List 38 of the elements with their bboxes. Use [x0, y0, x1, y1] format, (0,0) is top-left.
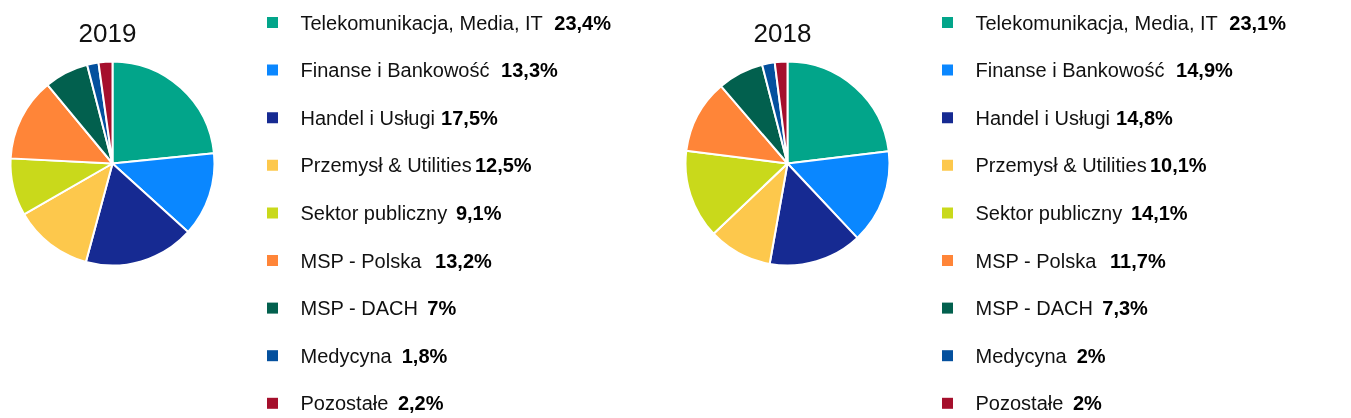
- data-label: 9,1%: [455, 201, 502, 224]
- legend-label: Sektor publiczny: [975, 201, 1123, 224]
- legend-label: Medycyna: [975, 344, 1068, 367]
- data-label: 14,1%: [1130, 201, 1188, 224]
- legend-label: MSP - DACH: [975, 297, 1093, 320]
- legend-label: Telekomunikacja, Media, IT: [975, 11, 1218, 34]
- data-label: 2%: [1076, 344, 1106, 367]
- data-label: 14,8%: [1116, 106, 1174, 129]
- legend-label: Przemysł & Utilities: [975, 154, 1147, 177]
- legend-label: MSP - Polska: [975, 249, 1098, 272]
- chart-title: 2019: [78, 17, 137, 48]
- data-label: 13,2%: [435, 249, 493, 272]
- data-label: 12,5%: [474, 154, 532, 177]
- data-label: 7%: [427, 297, 457, 320]
- legend-label: Handel i Usługi: [300, 106, 436, 129]
- legend-label: Medycyna: [300, 344, 393, 367]
- legend-label: Sektor publiczny: [300, 201, 448, 224]
- legend-label: MSP - DACH: [300, 297, 418, 320]
- data-label: 23,1%: [1229, 11, 1287, 34]
- data-label: 10,1%: [1149, 154, 1207, 177]
- data-label: 2%: [1072, 392, 1103, 415]
- legend-label: Pozostałe: [975, 392, 1064, 415]
- data-label: 1,8%: [401, 344, 448, 367]
- legend-label: Finanse i Bankowość: [975, 59, 1165, 82]
- data-label: 2,2%: [397, 392, 444, 415]
- legend-label: Handel i Usługi: [975, 106, 1111, 129]
- legend-label: Finanse i Bankowość: [300, 59, 490, 82]
- legend-label: Pozostałe: [300, 392, 389, 415]
- chart-title: 2018: [753, 17, 812, 48]
- data-label: 23,4%: [554, 11, 612, 34]
- data-label: 11,7%: [1110, 249, 1166, 272]
- data-label: 7,3%: [1102, 297, 1149, 320]
- data-label: 17,5%: [441, 106, 499, 129]
- legend-label: MSP - Polska: [300, 249, 423, 272]
- data-label: 13,3%: [501, 59, 559, 82]
- data-label: 14,9%: [1176, 59, 1234, 82]
- legend-label: Przemysł & Utilities: [300, 154, 472, 177]
- legend-label: Telekomunikacja, Media, IT: [300, 11, 543, 34]
